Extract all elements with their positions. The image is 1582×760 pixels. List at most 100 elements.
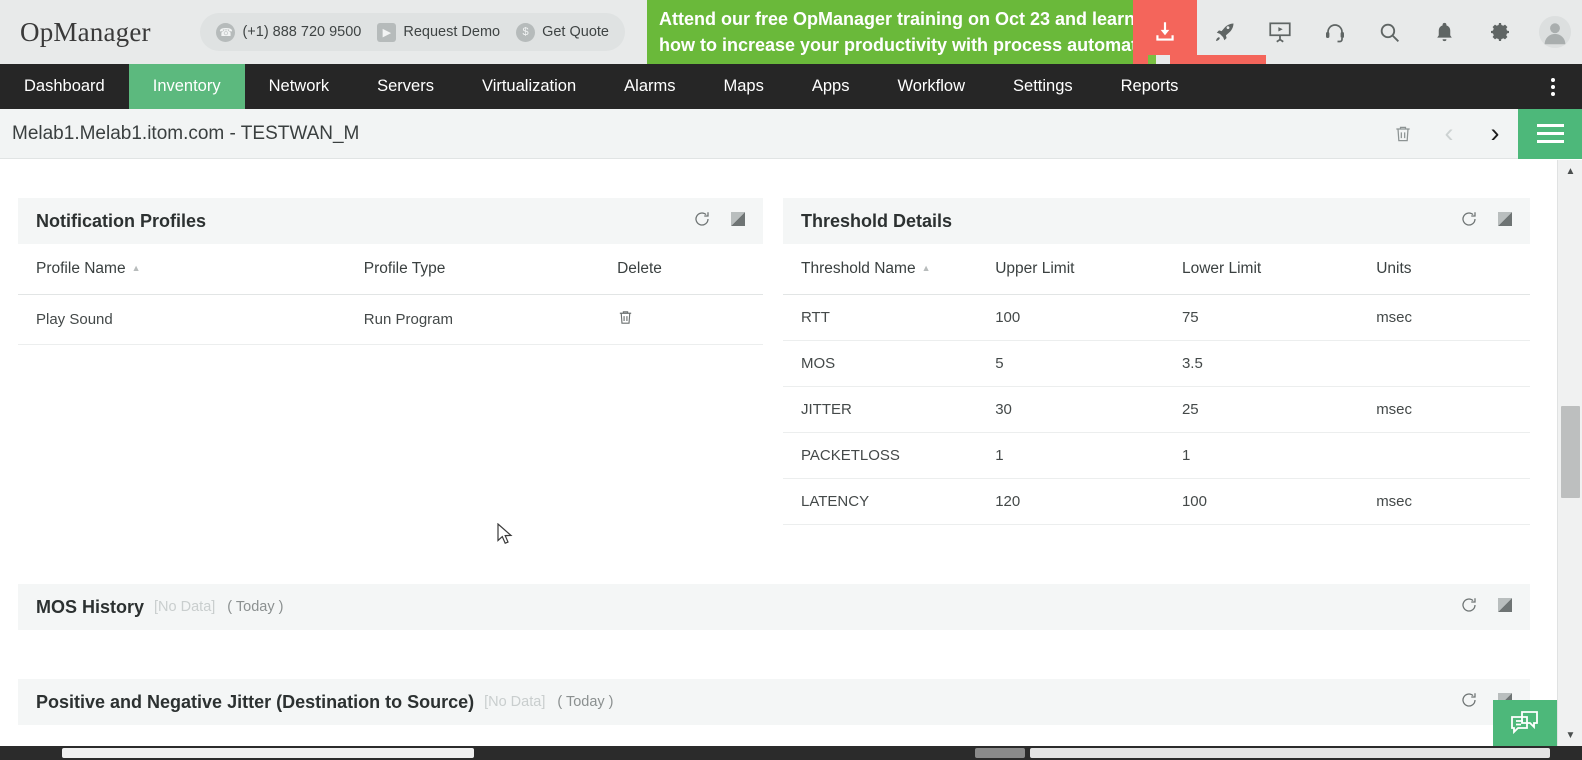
cell-threshold-name: LATENCY — [783, 478, 978, 525]
notification-profiles-panel: Notification Profiles — [18, 198, 763, 345]
taskbar-segment — [975, 748, 1025, 758]
page-title: Melab1.Melab1.itom.com - TESTWAN_M — [12, 122, 360, 144]
promo-banner[interactable]: Attend our free OpManager training on Oc… — [647, 0, 1164, 64]
rocket-icon[interactable] — [1197, 0, 1252, 64]
table-row[interactable]: RTT 100 75 msec — [783, 294, 1530, 341]
nav-item-inventory[interactable]: Inventory — [128, 64, 245, 109]
table-row[interactable]: MOS 5 3.5 — [783, 340, 1530, 387]
hamburger-menu-button[interactable] — [1518, 108, 1582, 159]
nav-item-virtualization[interactable]: Virtualization — [481, 77, 577, 95]
expand-icon[interactable] — [731, 211, 745, 231]
vertical-scrollbar[interactable]: ▲ ▼ — [1557, 160, 1582, 746]
bell-icon[interactable] — [1417, 0, 1472, 64]
cell-upper-limit: 100 — [977, 294, 1164, 341]
jitter-header: Positive and Negative Jitter (Destinatio… — [18, 679, 1530, 725]
next-chevron-icon[interactable]: › — [1490, 118, 1500, 148]
mos-history-tools — [1460, 596, 1512, 619]
threshold-details-title: Threshold Details — [801, 210, 953, 231]
phone-number[interactable]: (+1) 888 720 9500 — [242, 24, 362, 40]
nav-overflow-icon[interactable] — [1524, 64, 1582, 109]
column-profile-type[interactable]: Profile Type — [345, 244, 600, 295]
expand-icon[interactable] — [1498, 597, 1512, 617]
column-units[interactable]: Units — [1358, 244, 1530, 295]
column-threshold-name[interactable]: Threshold Name ▲ — [783, 244, 978, 295]
threshold-details-tools — [1460, 210, 1512, 233]
jitter-title: Positive and Negative Jitter (Destinatio… — [36, 691, 475, 712]
table-row[interactable]: PACKETLOSS 1 1 — [783, 432, 1530, 479]
page-titlebar: Melab1.Melab1.itom.com - TESTWAN_M ‹ › — [0, 108, 1582, 159]
cell-upper-limit: 5 — [977, 340, 1164, 387]
table-header-row: Threshold Name ▲ Upper Limit Lower Limit … — [783, 244, 1530, 295]
cell-profile-name: Play Sound — [18, 294, 346, 345]
expand-icon[interactable] — [1498, 211, 1512, 231]
column-threshold-name-label: Threshold Name — [801, 260, 916, 277]
cell-lower-limit: 100 — [1163, 478, 1359, 525]
app-logo[interactable]: OpManager — [20, 16, 151, 47]
nav-item-dashboard[interactable]: Dashboard — [24, 77, 105, 95]
mos-history-status: [No Data] — [154, 599, 216, 615]
column-profile-name[interactable]: Profile Name ▲ — [18, 244, 346, 295]
table-row[interactable]: LATENCY 120 100 msec — [783, 478, 1530, 525]
nav-item-reports[interactable]: Reports — [1120, 77, 1179, 95]
nav-item-servers[interactable]: Servers — [377, 77, 434, 95]
nav-item-settings[interactable]: Settings — [1013, 77, 1073, 95]
cell-units — [1358, 432, 1530, 479]
chat-widget-button[interactable] — [1493, 700, 1557, 746]
scroll-down-arrow-icon[interactable]: ▼ — [1565, 729, 1576, 741]
column-lower-limit[interactable]: Lower Limit — [1163, 244, 1359, 295]
os-taskbar — [0, 746, 1582, 760]
contact-pill: ☎ (+1) 888 720 9500 ▶ Request Demo $ Get… — [200, 13, 625, 51]
refresh-icon[interactable] — [1460, 596, 1478, 619]
refresh-icon[interactable] — [1460, 210, 1478, 233]
threshold-details-panel: Threshold Details — [783, 198, 1530, 525]
main-nav: Dashboard Inventory Network Servers Virt… — [0, 64, 1582, 109]
presentation-icon[interactable] — [1252, 0, 1307, 64]
nav-item-apps[interactable]: Apps — [811, 77, 850, 95]
nav-item-alarms[interactable]: Alarms — [624, 77, 676, 95]
accent-green — [1148, 55, 1156, 64]
header-icon-group — [1133, 0, 1582, 64]
avatar-icon[interactable] — [1527, 0, 1582, 64]
cell-profile-type: Run Program — [345, 294, 600, 345]
gear-icon[interactable] — [1472, 0, 1527, 64]
get-quote-link[interactable]: Get Quote — [542, 24, 609, 40]
cell-upper-limit: 120 — [977, 478, 1164, 525]
scroll-up-arrow-icon[interactable]: ▲ — [1565, 165, 1576, 177]
header-accent-strip — [1148, 55, 1582, 64]
taskbar-segment — [62, 748, 474, 758]
refresh-icon[interactable] — [1460, 691, 1478, 714]
table-row[interactable]: JITTER 30 25 msec — [783, 386, 1530, 433]
cell-units: msec — [1358, 294, 1530, 341]
table-header-row: Profile Name ▲ Profile Type Delete — [18, 244, 763, 295]
nav-item-workflow[interactable]: Workflow — [897, 77, 966, 95]
column-upper-limit[interactable]: Upper Limit — [977, 244, 1164, 295]
headset-icon[interactable] — [1307, 0, 1362, 64]
threshold-details-header: Threshold Details — [783, 198, 1530, 244]
nav-item-network[interactable]: Network — [268, 77, 330, 95]
prev-chevron-icon[interactable]: ‹ — [1444, 118, 1454, 148]
cell-lower-limit: 75 — [1163, 294, 1359, 341]
jitter-panel: Positive and Negative Jitter (Destinatio… — [18, 679, 1530, 725]
scrollbar-thumb[interactable] — [1561, 406, 1580, 498]
cell-units — [1358, 340, 1530, 387]
cell-units: msec — [1358, 386, 1530, 433]
sort-caret-icon: ▲ — [921, 263, 931, 274]
mos-history-panel: MOS History [No Data] ( Today ) — [18, 584, 1530, 630]
video-icon: ▶ — [377, 22, 397, 42]
column-delete[interactable]: Delete — [599, 244, 763, 295]
request-demo-link[interactable]: Request Demo — [403, 24, 501, 40]
promo-line-1: Attend our free OpManager training on Oc… — [659, 8, 1136, 29]
row-delete-icon[interactable] — [617, 309, 634, 330]
download-icon[interactable] — [1133, 0, 1197, 64]
refresh-icon[interactable] — [693, 210, 711, 233]
cell-lower-limit: 3.5 — [1163, 340, 1359, 387]
mos-history-header: MOS History [No Data] ( Today ) — [18, 584, 1530, 630]
titlebar-actions: ‹ › — [1380, 108, 1582, 159]
nav-item-maps[interactable]: Maps — [723, 77, 764, 95]
mouse-cursor — [497, 522, 515, 547]
delete-icon[interactable] — [1380, 109, 1426, 159]
search-icon[interactable] — [1362, 0, 1417, 64]
table-row[interactable]: Play Sound Run Program — [18, 294, 763, 345]
cell-threshold-name: MOS — [783, 340, 978, 387]
cell-threshold-name: JITTER — [783, 386, 978, 433]
